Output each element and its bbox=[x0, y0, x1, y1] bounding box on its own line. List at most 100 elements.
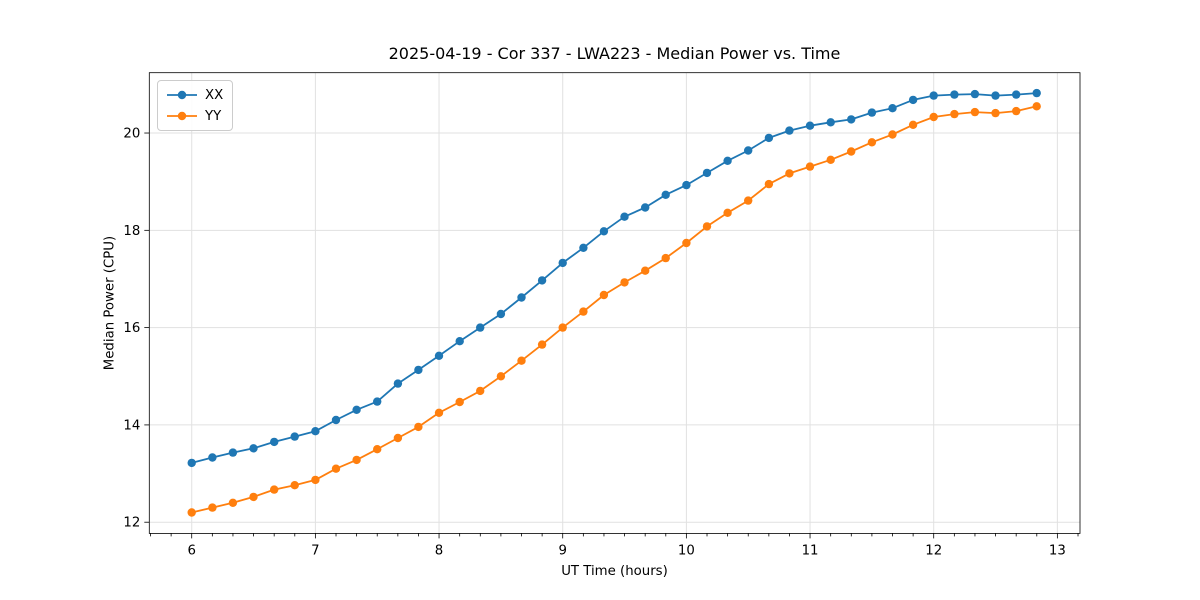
data-point bbox=[228, 498, 238, 507]
data-point bbox=[249, 444, 258, 453]
legend-label-xx: XX bbox=[205, 87, 224, 103]
x-tick-label: 9 bbox=[558, 543, 566, 558]
data-point bbox=[620, 212, 629, 221]
data-point bbox=[744, 196, 753, 205]
legend-item-xx: XX bbox=[165, 85, 223, 105]
data-point bbox=[620, 278, 629, 287]
data-point bbox=[311, 427, 320, 436]
data-point bbox=[847, 115, 856, 124]
data-point bbox=[228, 448, 238, 457]
x-tick-label: 6 bbox=[187, 543, 195, 558]
x-tick-label: 8 bbox=[435, 543, 443, 558]
legend-swatch-yy-icon bbox=[167, 111, 197, 121]
data-point bbox=[558, 258, 567, 268]
data-point bbox=[537, 276, 547, 285]
data-point bbox=[661, 253, 670, 263]
data-point bbox=[496, 372, 506, 381]
data-point bbox=[249, 492, 258, 502]
data-point bbox=[187, 458, 196, 468]
data-point bbox=[290, 481, 299, 490]
data-point bbox=[517, 293, 526, 302]
data-point bbox=[537, 340, 547, 349]
data-point bbox=[517, 356, 526, 365]
y-tick-label: 18 bbox=[123, 224, 140, 239]
data-point bbox=[847, 147, 856, 156]
data-point bbox=[311, 475, 320, 485]
data-point bbox=[888, 104, 897, 113]
data-point bbox=[414, 365, 423, 375]
data-point bbox=[929, 91, 938, 100]
data-point bbox=[434, 408, 444, 417]
data-point bbox=[682, 180, 691, 190]
y-axis-label: Median Power (CPU) bbox=[102, 235, 118, 371]
data-point bbox=[1012, 90, 1021, 99]
data-point bbox=[805, 162, 815, 171]
data-point bbox=[661, 190, 670, 199]
y-tick-label: 14 bbox=[123, 418, 140, 433]
legend-label-yy: YY bbox=[205, 108, 222, 124]
data-point bbox=[352, 405, 361, 414]
data-point bbox=[970, 89, 980, 99]
series-xx-markers bbox=[187, 88, 1041, 468]
data-point bbox=[950, 90, 959, 99]
gridlines bbox=[149, 72, 1080, 534]
data-point bbox=[641, 266, 650, 275]
data-point bbox=[496, 309, 506, 319]
data-point bbox=[641, 203, 650, 212]
data-point bbox=[826, 118, 835, 127]
data-point bbox=[805, 121, 815, 130]
data-point bbox=[908, 120, 918, 129]
data-point bbox=[929, 112, 938, 122]
data-point bbox=[991, 108, 1000, 118]
data-point bbox=[270, 437, 279, 447]
data-point bbox=[682, 238, 691, 248]
data-point bbox=[867, 138, 877, 147]
data-point bbox=[558, 323, 567, 332]
data-point bbox=[599, 290, 609, 300]
series-yy-markers bbox=[187, 102, 1041, 517]
legend-swatch-xx-icon bbox=[167, 90, 197, 100]
data-point bbox=[826, 155, 835, 164]
data-point bbox=[991, 91, 1000, 100]
data-point bbox=[270, 485, 279, 494]
x-tick-label: 11 bbox=[802, 543, 819, 558]
x-tick-labels: 6 7 8 9 10 11 12 13 bbox=[187, 543, 1065, 558]
data-point bbox=[764, 133, 774, 143]
y-tick-label: 20 bbox=[123, 127, 140, 142]
data-point bbox=[599, 227, 609, 236]
data-point bbox=[331, 415, 341, 425]
data-point bbox=[352, 455, 361, 465]
data-point bbox=[970, 107, 980, 117]
data-point bbox=[744, 146, 753, 155]
axis-ticks bbox=[144, 132, 1079, 539]
x-tick-label: 12 bbox=[925, 543, 942, 558]
series-xx-line bbox=[190, 92, 1038, 464]
y-tick-labels: 12 14 16 18 20 bbox=[123, 127, 140, 531]
y-tick-label: 16 bbox=[123, 321, 140, 336]
data-point bbox=[331, 464, 341, 473]
data-point bbox=[476, 386, 485, 396]
legend-item-yy: YY bbox=[165, 106, 223, 126]
data-point bbox=[434, 351, 444, 360]
data-point bbox=[393, 433, 403, 443]
data-point bbox=[414, 422, 423, 432]
data-point bbox=[579, 307, 588, 316]
data-point bbox=[455, 397, 464, 407]
data-point bbox=[723, 208, 732, 217]
data-point bbox=[455, 337, 464, 346]
x-axis-label: UT Time (hours) bbox=[561, 564, 668, 579]
data-point bbox=[702, 222, 712, 231]
plot-border bbox=[148, 72, 1081, 534]
y-tick-label: 12 bbox=[123, 516, 140, 531]
x-tick-label: 13 bbox=[1049, 543, 1066, 558]
data-point bbox=[867, 108, 877, 117]
x-tick-label: 7 bbox=[311, 543, 319, 558]
data-point bbox=[579, 243, 588, 252]
chart-title: 2025-04-19 - Cor 337 - LWA223 - Median P… bbox=[388, 44, 841, 63]
data-point bbox=[785, 169, 794, 178]
data-point bbox=[290, 432, 299, 441]
data-point bbox=[950, 109, 959, 119]
data-point bbox=[1032, 88, 1041, 98]
